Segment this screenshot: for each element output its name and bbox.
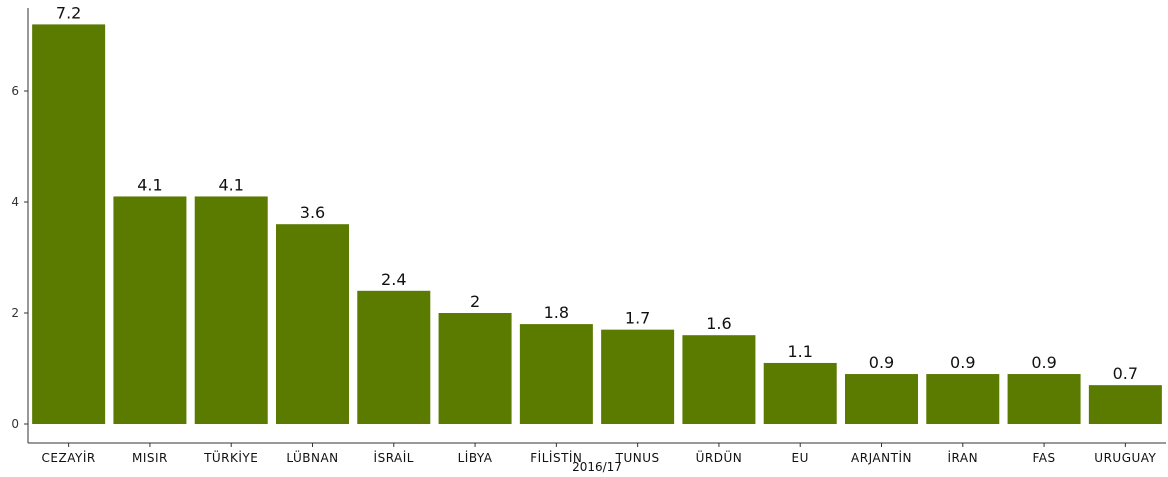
- y-tick-label: 0: [11, 417, 19, 431]
- bar-value-label: 4.1: [137, 175, 162, 194]
- bar-value-label: 0.9: [950, 353, 975, 372]
- bar-value-label: 2: [470, 292, 480, 311]
- x-axis: CEZAYİR MISIR TÜRKİYE LÜBNAN İSRAİL LİBYA FİLİ…: [28, 442, 1166, 465]
- x-tick-label: EU: [792, 451, 809, 465]
- bar: [276, 224, 349, 424]
- bar-value-label: 2.4: [381, 270, 406, 289]
- y-tick-label: 2: [11, 306, 19, 320]
- x-tick-label: ARJANTİN: [851, 450, 912, 465]
- x-tick-label: İRAN: [947, 450, 978, 465]
- x-tick-label: TUNUS: [615, 451, 660, 465]
- bar: [113, 196, 187, 424]
- x-tick-label: LİBYA: [458, 450, 493, 465]
- x-tick-label: İSRAİL: [374, 450, 414, 465]
- bar-value-label: 1.6: [706, 314, 731, 333]
- x-tick-label: TÜRKİYE: [203, 449, 258, 465]
- y-axis: 0 2 4 6: [11, 8, 29, 443]
- bar: [357, 290, 431, 424]
- x-tick-label: CEZAYİR: [42, 450, 96, 465]
- bar: [845, 374, 918, 424]
- y-tick-label: 6: [11, 84, 19, 98]
- x-axis-title: 2016/17: [572, 460, 622, 474]
- bar-value-label: 0.7: [1113, 364, 1138, 383]
- x-tick-label: ÜRDÜN: [696, 449, 743, 465]
- bar-value-label: 1.1: [787, 342, 812, 361]
- bar: [763, 362, 837, 424]
- bar: [1088, 385, 1162, 424]
- bar: [32, 24, 106, 425]
- x-tick-label: LÜBNAN: [286, 449, 338, 465]
- x-tick-label: MISIR: [132, 451, 168, 465]
- data-labels-group: 7.2 4.1 4.1 3.6 2.4 2 1.8 1.7 1.6 1.1 0.9 0.9 0.9 0.7: [56, 3, 1138, 383]
- x-tick-label: FİLİSTİN: [530, 450, 582, 465]
- bar: [438, 313, 512, 424]
- x-tick-label: FAS: [1033, 451, 1056, 465]
- y-tick-label: 4: [11, 195, 19, 209]
- bar-value-label: 1.7: [625, 309, 650, 328]
- bar: [926, 374, 1000, 424]
- bar-value-label: 4.1: [218, 175, 243, 194]
- bar-value-label: 0.9: [1031, 353, 1056, 372]
- bar: [519, 324, 593, 424]
- bar-value-label: 7.2: [56, 3, 81, 22]
- bar: [682, 335, 756, 424]
- bar: [601, 329, 675, 424]
- bar-value-label: 0.9: [869, 353, 894, 372]
- bars-group: [32, 24, 1162, 425]
- bar: [194, 196, 268, 424]
- bar-value-label: 1.8: [544, 303, 569, 322]
- bar-value-label: 3.6: [300, 203, 325, 222]
- x-tick-label: URUGUAY: [1094, 451, 1156, 465]
- bar: [1007, 374, 1081, 424]
